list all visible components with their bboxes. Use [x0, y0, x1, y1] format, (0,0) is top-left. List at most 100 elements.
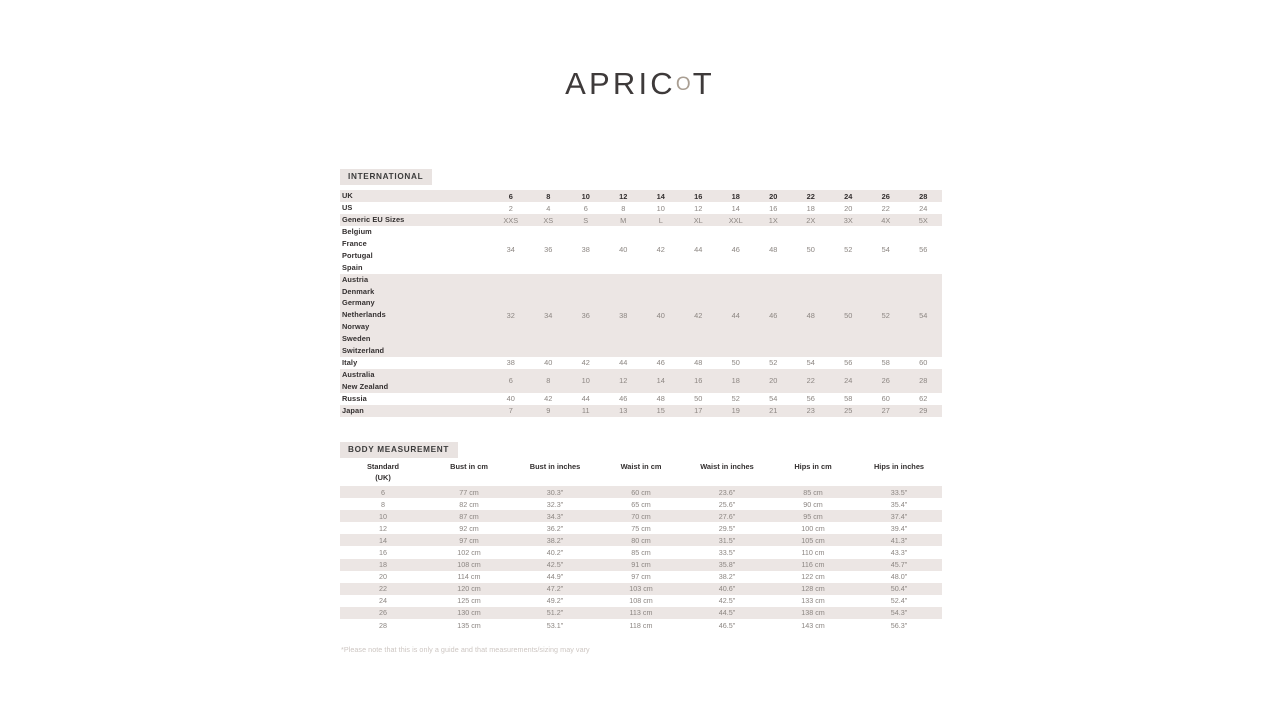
international-row-label-line: Belgium [342, 227, 372, 236]
international-size-cell: 56 [806, 394, 815, 404]
international-size-cell: 56 [919, 245, 928, 255]
body-measurement-value-cell: 97 cm [631, 572, 651, 582]
body-measurement-value-cell: 51.2" [546, 608, 564, 618]
body-measurement-size-cell: 28 [379, 620, 387, 630]
body-measurement-size-cell: 16 [379, 548, 387, 558]
body-measurement-value-cell: 48.0" [890, 572, 908, 582]
body-measurement-value-cell: 125 cm [457, 596, 481, 606]
international-size-cell: 50 [694, 394, 703, 404]
international-size-cell: 5X [918, 215, 928, 225]
body-measurement-value-cell: 82 cm [459, 499, 479, 509]
body-measurement-value-cell: 31.5" [718, 535, 736, 545]
body-measurement-value-cell: 35.4" [890, 499, 908, 509]
body-measurement-value-cell: 100 cm [801, 523, 825, 533]
international-size-table: UK 6 8 10 12 14 16 18 20 22 24 26 28 US 2 4 6 8 10 12 14 16 18… [340, 190, 942, 417]
body-measurement-size-cell: 14 [379, 535, 387, 545]
international-size-cell: 18 [731, 191, 740, 201]
international-row-label-line: Austria [342, 274, 369, 284]
body-measurement-value-cell: 23.6" [718, 487, 736, 497]
international-row-label-line: Sweden [342, 334, 371, 344]
international-size-cell: 24 [844, 376, 853, 386]
body-measurement-value-cell: 75 cm [631, 523, 651, 533]
body-measurement-value-cell: 29.5" [718, 523, 736, 533]
international-row-label: Japan [340, 405, 492, 417]
international-size-cell: 4 [546, 203, 551, 213]
international-size-cell: 38 [581, 245, 590, 255]
international-row-label-line: US [342, 203, 353, 213]
body-measurement-row: 10 87 cm 34.3" 70 cm 27.6" 95 cm 37.4" [340, 510, 942, 523]
international-size-cell: 42 [694, 310, 703, 320]
body-measurement-size-cell: 18 [379, 560, 387, 570]
body-measurement-value-cell: 65 cm [631, 499, 651, 509]
international-size-cell: XL [693, 215, 703, 225]
international-row-label-line: Spain [342, 262, 363, 272]
body-measurement-value-cell: 108 cm [457, 560, 481, 570]
international-size-cell: 22 [881, 203, 890, 213]
international-size-cell: 58 [881, 358, 890, 368]
international-size-cell: 38 [506, 358, 515, 368]
international-size-cell: 42 [581, 358, 590, 368]
body-measurement-row: 24 125 cm 49.2" 108 cm 42.5" 133 cm 52.4" [340, 594, 942, 607]
international-size-cell: 42 [656, 245, 665, 255]
international-size-cell: 54 [769, 394, 778, 404]
body-measurement-value-cell: 130 cm [457, 608, 481, 618]
international-size-cell: 1X [768, 215, 778, 225]
body-measurement-value-cell: 36.2" [546, 523, 564, 533]
body-measurement-row: 26 130 cm 51.2" 113 cm 44.5" 138 cm 54.3" [340, 606, 942, 620]
body-measurement-value-cell: 108 cm [629, 596, 653, 606]
body-measurement-value-cell: 45.7" [890, 560, 908, 570]
international-size-cell: XXS [503, 215, 519, 225]
body-measurement-value-cell: 91 cm [631, 560, 651, 570]
international-table-body: UK 6 8 10 12 14 16 18 20 22 24 26 28 US 2 4 6 8 10 12 14 16 18… [340, 190, 942, 417]
international-row-label-line: France [342, 238, 367, 248]
international-row: Australia New Zealand 6 8 10 12 14 16 18 20 22 24 26… [340, 368, 942, 393]
international-size-cell: 48 [806, 310, 815, 320]
international-size-cell: 20 [769, 376, 778, 386]
international-size-cell: 21 [769, 406, 778, 416]
international-size-cell: 60 [881, 394, 890, 404]
body-measurement-value-cell: 103 cm [629, 584, 653, 594]
international-row: Generic EU Sizes XXS XS S M L XL XXL 1X 2X 3X 4X 5X [340, 214, 942, 226]
international-row: Austria Denmark Germany Netherlands Norway Sw… [340, 273, 942, 357]
body-measurement-value-cell: 40.2" [546, 548, 564, 558]
international-size-cell: 18 [806, 203, 815, 213]
international-row-label-line: Germany [342, 298, 375, 308]
body-measurement-value-cell: 47.2" [546, 584, 564, 594]
international-size-cell: 50 [731, 358, 740, 368]
body-measurement-value-cell: 87 cm [459, 511, 479, 521]
body-measurement-column-header: Hips in inches [873, 462, 925, 471]
international-size-cell: 40 [544, 358, 553, 368]
section-badge-international: INTERNATIONAL [340, 169, 433, 186]
international-row-label-line: UK [342, 191, 353, 201]
international-row-label-line: Denmark [342, 286, 375, 296]
international-size-cell: 48 [769, 245, 778, 255]
international-size-cell: 44 [619, 358, 628, 368]
body-measurement-value-cell: 60 cm [631, 487, 651, 497]
body-measurement-size-cell: 8 [381, 499, 385, 509]
international-size-cell: 26 [881, 376, 890, 386]
international-row-label: Austria Denmark Germany Netherlands Norway Sw… [340, 274, 492, 357]
body-measurement-value-cell: 38.2" [718, 572, 736, 582]
body-measurement-value-cell: 33.5" [890, 487, 908, 497]
body-measurement-value-cell: 33.5" [718, 548, 736, 558]
international-size-cell: 32 [506, 310, 515, 320]
international-size-cell: 17 [694, 406, 703, 416]
body-measurement-value-cell: 116 cm [801, 560, 825, 570]
body-measurement-value-cell: 85 cm [803, 487, 823, 497]
international-size-cell: 10 [581, 191, 590, 201]
body-measurement-value-cell: 34.3" [546, 511, 564, 521]
international-size-cell: S [583, 215, 589, 225]
international-row-label-line: Switzerland [342, 346, 385, 356]
international-size-cell: 20 [844, 203, 853, 213]
body-measurement-value-cell: 113 cm [629, 608, 653, 618]
international-size-cell: 13 [619, 406, 628, 416]
international-size-cell: 62 [919, 394, 928, 404]
international-size-cell: 54 [881, 245, 890, 255]
international-size-cell: 40 [656, 310, 665, 320]
body-measurement-table-head: Standard (UK) Bust in cm Bust in inches Wais… [340, 462, 942, 486]
international-size-cell: 12 [619, 376, 628, 386]
international-row-label-line: Italy [342, 358, 358, 368]
international-size-cell: 16 [694, 191, 703, 201]
international-size-cell: 12 [694, 203, 703, 213]
international-row-label-line: Netherlands [342, 310, 386, 320]
